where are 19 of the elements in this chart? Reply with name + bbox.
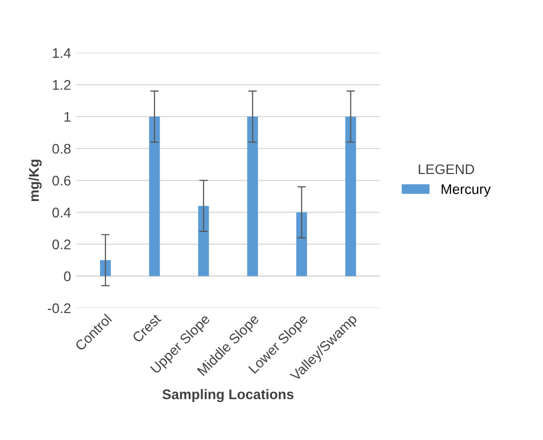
bar bbox=[345, 116, 356, 276]
y-tick-label: 0 bbox=[64, 271, 71, 282]
y-tick-label: 0.6 bbox=[52, 176, 71, 186]
y-tick-label: 1.2 bbox=[52, 80, 70, 90]
y-tick-label: 1.4 bbox=[52, 48, 71, 58]
bar bbox=[296, 212, 308, 276]
legend-title: LEGEND bbox=[418, 164, 474, 174]
bar bbox=[247, 116, 258, 276]
y-tick-label: 1 bbox=[64, 112, 70, 122]
y-tick-label: 0.8 bbox=[52, 144, 71, 154]
x-axis-title: Sampling Locations bbox=[162, 389, 294, 402]
bar bbox=[198, 206, 209, 276]
legend-label: Mercury bbox=[442, 184, 491, 197]
y-axis-title: mg/Kg bbox=[28, 160, 42, 202]
y-tick-label: -0.2 bbox=[48, 303, 70, 314]
y-tick-label: 0.4 bbox=[52, 208, 71, 218]
bar bbox=[149, 116, 160, 276]
y-tick-label: 0.2 bbox=[52, 240, 70, 250]
bar bbox=[100, 260, 111, 276]
